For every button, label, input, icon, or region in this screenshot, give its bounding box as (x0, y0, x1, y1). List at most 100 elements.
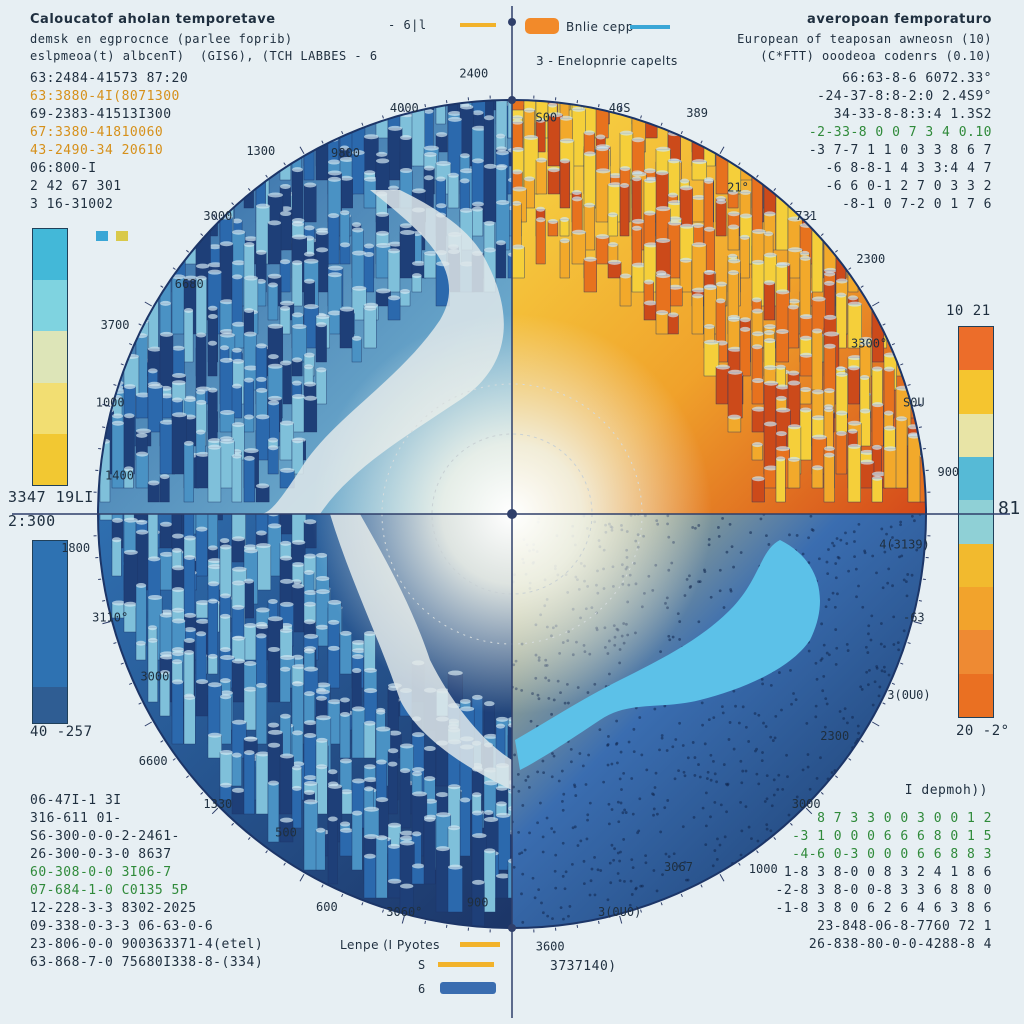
terrain-column (775, 409, 791, 461)
terrain-column (171, 620, 186, 675)
terrain-column-cap (524, 107, 535, 113)
terrain-column-cap (584, 89, 598, 94)
terrain-column-cap (136, 358, 150, 364)
terrain-column (315, 717, 332, 773)
terrain-column (327, 648, 340, 689)
terrain-column-cap (292, 260, 303, 266)
terrain-column (751, 346, 763, 391)
texture-dot (821, 689, 825, 693)
terrain-column (159, 476, 170, 503)
terrain-column (147, 532, 161, 549)
ring-tick (640, 115, 642, 119)
terrain-column (883, 427, 896, 475)
terrain-column (159, 280, 172, 349)
terrain-column (787, 218, 803, 265)
terrain-column (387, 763, 398, 815)
terrain-column (243, 238, 258, 265)
terrain-column-cap (184, 308, 194, 314)
terrain-column-cap (644, 300, 658, 306)
terrain-column (363, 670, 378, 703)
texture-dot (698, 580, 702, 584)
ring-tick (144, 301, 152, 307)
terrain-column (231, 262, 246, 307)
terrain-column-cap (364, 243, 375, 249)
ring-label: 3(0U0) (887, 688, 930, 702)
terrain-column-cap (788, 304, 799, 310)
texture-dot (761, 620, 765, 624)
texture-dot (666, 799, 670, 802)
texture-dot (717, 526, 720, 529)
terrain-column-cap (507, 829, 512, 835)
terrain-column (327, 771, 338, 801)
texture-dot (886, 581, 890, 585)
terrain-column-cap (824, 280, 835, 286)
terrain-column-cap (292, 144, 302, 150)
terrain-column (583, 146, 594, 167)
terrain-column (363, 179, 379, 209)
texture-dot (528, 785, 531, 789)
texture-dot (830, 771, 834, 774)
texture-dot (860, 687, 864, 691)
terrain-column (351, 642, 366, 661)
texture-dot (673, 777, 677, 781)
texture-dot (514, 687, 518, 691)
terrain-column-cap (244, 548, 258, 554)
terrain-column (607, 244, 619, 265)
ring-tick (138, 323, 142, 326)
terrain-column (691, 197, 707, 223)
terrain-column-cap (196, 220, 211, 226)
texture-dot (864, 645, 868, 649)
terrain-column (291, 666, 307, 689)
texture-dot (867, 683, 870, 687)
texture-dot (732, 689, 736, 693)
ring-tick (299, 874, 305, 882)
terrain-column-cap (280, 191, 295, 197)
terrain-column (375, 193, 388, 223)
terrain-column-cap (632, 137, 645, 143)
texture-dot (790, 702, 793, 706)
center-ring-outer (381, 383, 643, 645)
terrain-column (739, 192, 752, 237)
terrain-column-cap (352, 648, 367, 654)
terrain-column-cap (316, 737, 328, 743)
terrain-column (495, 725, 506, 773)
terrain-column-cap (172, 651, 185, 657)
terrain-column-cap (304, 590, 318, 596)
colorbar-right-mid-label: 81 (998, 498, 1021, 519)
terrain-column (255, 390, 268, 419)
terrain-column (231, 256, 243, 279)
terrain-column (823, 333, 840, 391)
terrain-column-cap (460, 261, 475, 267)
terrain-column (219, 412, 235, 433)
terrain-column (171, 589, 185, 633)
texture-dot (700, 701, 704, 705)
texture-dot (737, 721, 741, 725)
terrain-column-cap (328, 115, 340, 121)
terrain-column-cap (340, 789, 353, 795)
terrain-column-cap (220, 678, 231, 684)
terrain-column-cap (436, 824, 447, 830)
ring-tick (102, 621, 111, 625)
terrain-column (435, 848, 450, 913)
ring-tick (834, 249, 838, 253)
colorbar-segment (959, 630, 993, 674)
terrain-column-cap (388, 730, 402, 736)
terrain-column-cap (244, 275, 258, 281)
terrain-column-cap (148, 507, 158, 512)
terrain-column-cap (908, 445, 921, 451)
terrain-column (847, 242, 859, 293)
texture-dot (575, 640, 578, 644)
terrain-column (339, 830, 354, 857)
terrain-column (231, 514, 244, 535)
texture-dot (799, 615, 802, 618)
terrain-column-cap (148, 556, 161, 562)
terrain-column-cap (304, 789, 315, 795)
texture-dot (871, 554, 875, 558)
terrain-column-cap (232, 285, 242, 291)
data-right-bottom-line: -1-8 3 8 0 6 2 6 4 6 3 8 6 (775, 901, 992, 916)
terrain-column (147, 597, 163, 661)
texture-dot (628, 903, 632, 907)
terrain-column (655, 240, 671, 293)
terrain-column-cap (255, 483, 270, 489)
terrain-column (111, 415, 124, 475)
